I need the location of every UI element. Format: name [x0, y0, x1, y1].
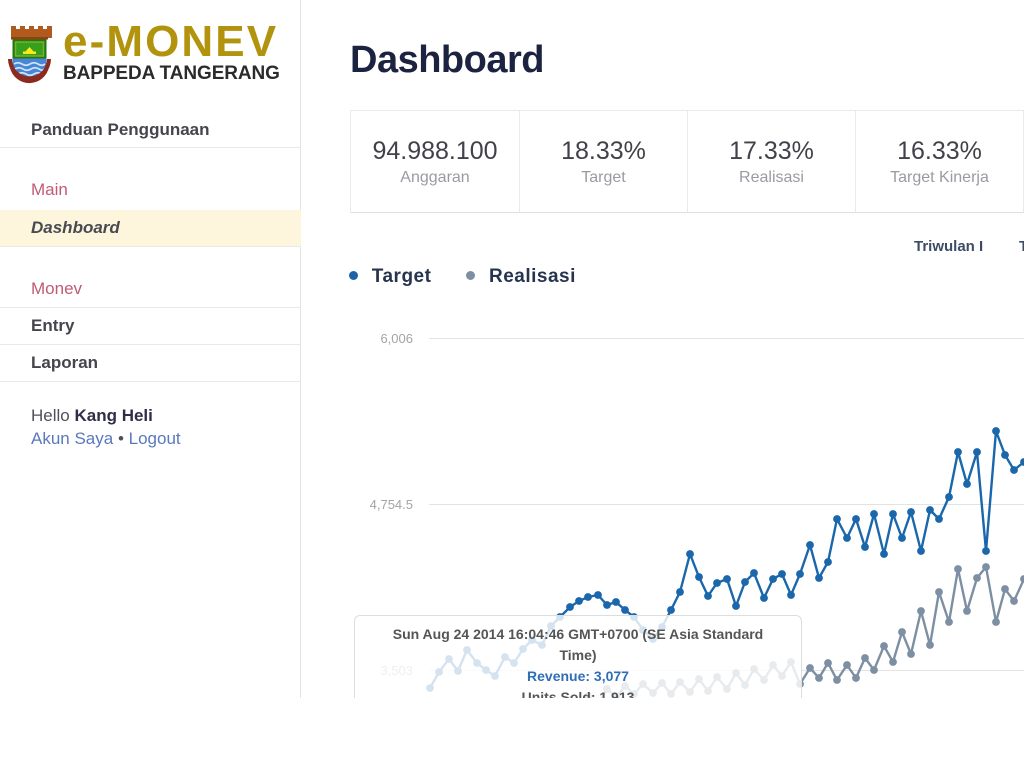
svg-text:6,006: 6,006 — [380, 331, 413, 346]
svg-text:4,754.5: 4,754.5 — [370, 497, 413, 512]
